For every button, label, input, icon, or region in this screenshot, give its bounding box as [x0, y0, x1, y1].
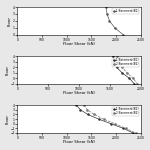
Legend: 1 Basement(B1), 2 Basement(B2): 1 Basement(B1), 2 Basement(B2) [112, 57, 139, 67]
2 Basement(B2) [121, 66, 123, 68]
1 Basement(B1) [109, 20, 110, 22]
1 Basement(B1) [80, 109, 81, 111]
2 Basement(B2) [136, 83, 138, 85]
1 Basement(B1) [122, 128, 124, 129]
X-axis label: Floor Shear (kN): Floor Shear (kN) [63, 91, 95, 95]
1 Basement(B1) [129, 77, 130, 79]
X-axis label: Floor Shear (kN): Floor Shear (kN) [63, 42, 95, 46]
2 Basement(B2) [125, 128, 127, 129]
1 Basement(B1) [112, 55, 114, 57]
1 Basement(B1) [134, 83, 135, 85]
1 Basement(B1) [98, 118, 100, 120]
Line: 2 Basement(B2): 2 Basement(B2) [117, 56, 138, 84]
Y-axis label: Floor: Floor [6, 114, 10, 124]
2 Basement(B2) [132, 77, 134, 79]
2 Basement(B2) [103, 118, 105, 120]
1 Basement(B1) [113, 61, 115, 63]
1 Basement(B1) [114, 27, 116, 29]
X-axis label: Floor Shear (kN): Floor Shear (kN) [63, 140, 95, 144]
Line: 1 Basement(B1): 1 Basement(B1) [105, 6, 124, 35]
Line: 1 Basement(B1): 1 Basement(B1) [76, 105, 134, 134]
2 Basement(B2) [118, 61, 120, 63]
Y-axis label: Floor: Floor [6, 65, 10, 75]
Legend: 1 Basement(B1), 2 Basement(B2): 1 Basement(B1), 2 Basement(B2) [112, 107, 139, 116]
1 Basement(B1) [116, 66, 117, 68]
2 Basement(B2) [114, 123, 116, 125]
1 Basement(B1) [76, 104, 77, 106]
2 Basement(B2) [126, 72, 128, 74]
2 Basement(B2) [86, 109, 88, 111]
2 Basement(B2) [83, 104, 85, 106]
1 Basement(B1) [132, 132, 134, 134]
Line: 2 Basement(B2): 2 Basement(B2) [83, 105, 136, 134]
2 Basement(B2) [93, 114, 95, 115]
2 Basement(B2) [116, 55, 118, 57]
Line: 1 Basement(B1): 1 Basement(B1) [112, 56, 135, 84]
1 Basement(B1) [105, 6, 107, 8]
1 Basement(B1) [121, 72, 123, 74]
Legend: 1 Basement(B1): 1 Basement(B1) [112, 8, 139, 14]
1 Basement(B1) [122, 34, 124, 36]
1 Basement(B1) [106, 13, 108, 15]
Y-axis label: Floor: Floor [8, 16, 12, 26]
2 Basement(B2) [135, 132, 137, 134]
1 Basement(B1) [110, 123, 112, 125]
1 Basement(B1) [87, 114, 89, 115]
